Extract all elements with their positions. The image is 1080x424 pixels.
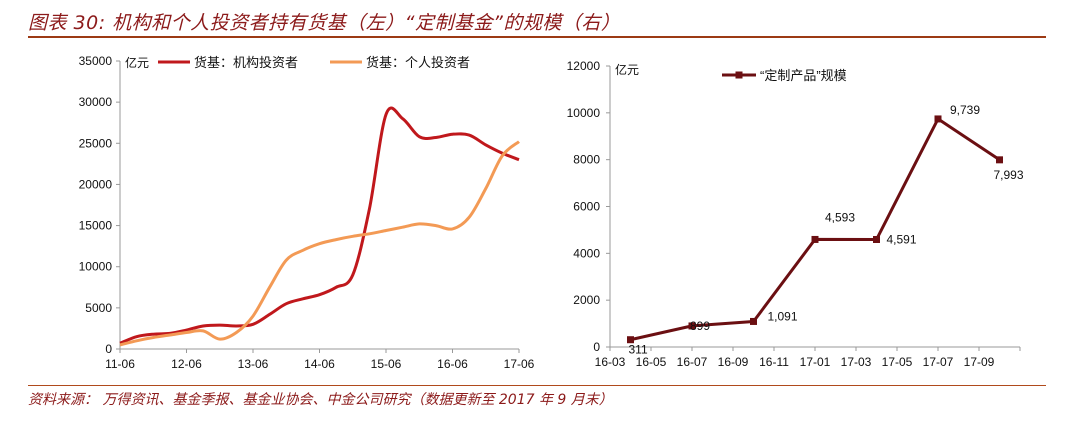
x-tick-label: 16-07	[677, 355, 708, 369]
data-label: 311	[629, 343, 648, 357]
x-tick-label: 16-09	[718, 355, 749, 369]
y-unit-label: 亿元	[615, 62, 639, 77]
data-point	[688, 322, 696, 330]
y-tick-label: 12000	[567, 59, 601, 73]
source-note: 资料来源： 万得资讯、基金季报、基金业协会、中金公司研究（数据更新至 2017 …	[28, 392, 613, 408]
data-label: 4,593	[825, 210, 855, 224]
data-point	[934, 115, 942, 123]
legend-label: 货基：机构投资者	[194, 55, 298, 70]
y-tick-label: 6000	[573, 200, 600, 214]
x-tick-label: 14-06	[304, 357, 335, 371]
series-line-individual	[119, 140, 520, 347]
data-point	[811, 235, 819, 243]
y-tick-label: 15000	[79, 219, 113, 233]
x-tick-label: 12-06	[171, 357, 202, 371]
data-point	[750, 317, 757, 325]
legend-label: 货基：个人投资者	[366, 55, 470, 70]
x-tick-label: 16-03	[595, 355, 626, 369]
x-tick-label: 17-09	[964, 355, 995, 369]
left-chart: 0 5000 10000 15000 20000 25000 30000 35000 11-06…	[79, 54, 535, 371]
x-tick-label: 16-05	[636, 355, 667, 369]
y-tick-label: 30000	[79, 95, 113, 109]
y-tick-label: 0	[593, 340, 600, 354]
y-unit-label: 亿元	[125, 55, 149, 70]
data-point	[873, 235, 880, 243]
title-rule	[28, 36, 1046, 38]
x-tick-label: 16-11	[759, 355, 789, 369]
x-tick-label: 17-06	[504, 357, 535, 371]
data-point	[627, 336, 634, 344]
x-tick-label: 11-06	[105, 357, 135, 371]
y-tick-label: 2000	[573, 293, 600, 307]
y-tick-label: 25000	[79, 136, 113, 150]
source-rule	[28, 385, 1046, 386]
x-tick-label: 17-07	[923, 355, 954, 369]
y-tick-label: 0	[105, 342, 112, 356]
x-tick-label: 16-06	[437, 357, 468, 371]
y-tick-label: 20000	[79, 177, 113, 191]
right-chart: 0 2000 4000 6000 8000 10000 12000 16-03 16-05 16-…	[567, 59, 1024, 369]
x-tick-label: 15-06	[371, 357, 402, 371]
data-point	[996, 156, 1003, 164]
data-label: 7,993	[994, 168, 1024, 182]
y-tick-label: 4000	[573, 246, 600, 260]
figure-title: 图表 30: 机构和个人投资者持有货基（左）“定制基金”的规模（右）	[28, 12, 621, 34]
y-tick-label: 8000	[573, 153, 600, 167]
x-tick-label: 17-03	[841, 355, 872, 369]
series-line-custom	[630, 117, 1001, 342]
x-tick-label: 13-06	[238, 357, 269, 371]
data-label: 1,091	[768, 309, 798, 323]
legend-label: “定制产品”规模	[760, 68, 847, 83]
y-tick-label: 10000	[567, 106, 601, 120]
x-tick-label: 17-01	[800, 355, 831, 369]
data-label: 899	[690, 319, 710, 333]
data-label: 4,591	[887, 232, 917, 246]
y-tick-label: 5000	[85, 301, 112, 315]
x-tick-label: 17-05	[882, 355, 913, 369]
y-tick-label: 10000	[79, 260, 113, 274]
series-line-institutional	[119, 106, 520, 345]
legend-marker	[735, 71, 743, 79]
data-label: 9,739	[950, 103, 980, 117]
y-tick-label: 35000	[79, 54, 113, 68]
